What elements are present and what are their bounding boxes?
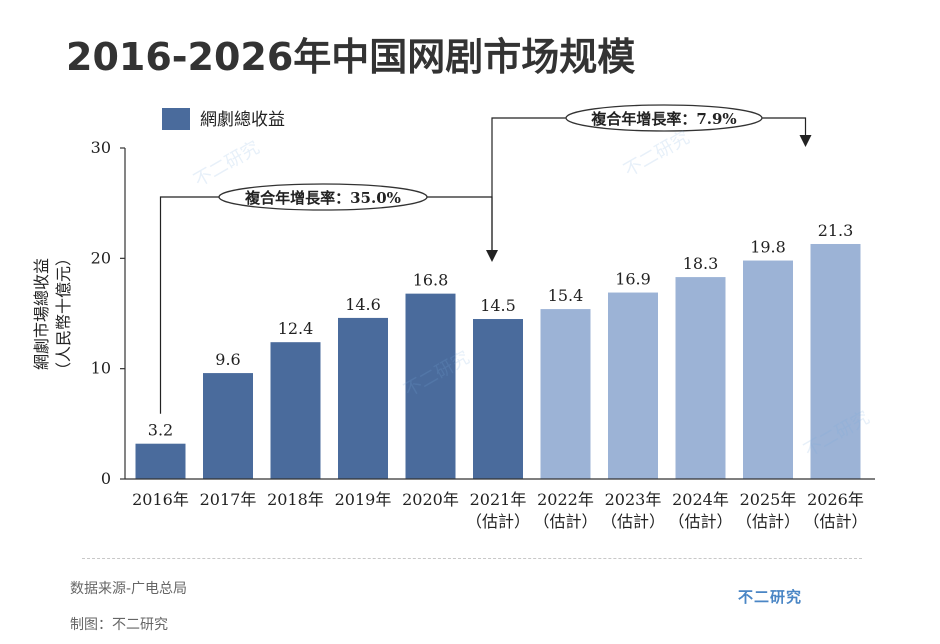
y-tick-label: 0 <box>101 469 111 488</box>
bar-value-label: 19.8 <box>750 238 786 257</box>
x-tick-sublabel: （估計） <box>601 512 665 531</box>
chart: 0 10 20 30 3.2 2016年 9.6 2017年 12.4 2018年 14.6 201… <box>32 104 875 531</box>
arrow-head <box>799 135 812 147</box>
x-tick-sublabel: （估計） <box>736 512 800 531</box>
brand-logo: 不二研究 <box>738 588 803 606</box>
bar-value-label: 16.8 <box>413 271 449 290</box>
x-tick-label: 2026年 <box>807 490 864 509</box>
cagr-right-badge: 複合年增長率：7.9% <box>565 104 763 132</box>
cagr-right-line <box>491 117 807 250</box>
bar-value-label: 14.5 <box>480 296 516 315</box>
x-tick-label: 2021年 <box>470 490 527 509</box>
bar <box>203 373 253 479</box>
x-tick-label: 2016年 <box>132 490 189 509</box>
legend-label: 網劇總收益 <box>200 110 285 130</box>
x-tick-sublabel: （估計） <box>668 512 732 531</box>
bar-value-label: 3.2 <box>148 421 173 440</box>
bar-value-label: 9.6 <box>215 350 240 369</box>
x-tick-sublabel: （估計） <box>533 512 597 531</box>
y-axis-label-line1: 網劇市場總收益 <box>32 258 51 370</box>
bar <box>473 319 523 479</box>
labels: 3.2 2016年 9.6 2017年 12.4 2018年 14.6 2019年 16.8 20… <box>132 221 867 531</box>
x-tick-label: 2024年 <box>672 490 729 509</box>
bar-value-label: 18.3 <box>683 254 719 273</box>
bar-value-label: 14.6 <box>345 295 381 314</box>
bar <box>675 277 726 479</box>
cagr-left-label: 複合年增長率：35.0% <box>244 189 401 207</box>
x-tick-label: 2020年 <box>402 490 459 509</box>
bar-value-label: 16.9 <box>615 270 651 289</box>
x-tick-label: 2019年 <box>335 490 392 509</box>
bar <box>743 260 793 479</box>
bar-series <box>135 243 861 479</box>
y-axis-label-line2: （人民幣十億元） <box>54 250 73 378</box>
bar <box>608 292 658 479</box>
x-tick-label: 2023年 <box>605 490 662 509</box>
axes: 0 10 20 30 <box>91 138 875 488</box>
page-title: 2016-2026年中国网剧市场规模 <box>66 35 636 79</box>
chart-maker: 制图：不二研究 <box>70 617 168 633</box>
arrow-head <box>486 250 498 262</box>
bar <box>135 443 186 479</box>
bar <box>540 309 591 479</box>
bar <box>270 342 321 479</box>
legend: 網劇總收益 <box>162 108 285 130</box>
bar <box>810 243 861 479</box>
footer-divider <box>82 558 862 559</box>
x-tick-label: 2018年 <box>267 490 324 509</box>
x-tick-label: 2017年 <box>200 490 257 509</box>
y-tick-label: 10 <box>91 359 111 378</box>
x-tick-label: 2025年 <box>740 490 797 509</box>
bar-value-label: 12.4 <box>278 319 314 338</box>
bar-value-label: 21.3 <box>818 221 854 240</box>
cagr-left-badge: 複合年增長率：35.0% <box>218 183 428 211</box>
bar-value-label: 15.4 <box>548 286 584 305</box>
bar <box>405 293 456 479</box>
y-tick-label: 30 <box>91 138 111 157</box>
cagr-right-label: 複合年增長率：7.9% <box>590 110 736 128</box>
x-tick-sublabel: （估計） <box>803 512 867 531</box>
x-tick-sublabel: （估計） <box>466 512 530 531</box>
x-tick-label: 2022年 <box>537 490 594 509</box>
data-source: 数据来源-广电总局 <box>70 581 188 597</box>
bar <box>338 317 388 479</box>
legend-swatch <box>162 108 190 130</box>
y-tick-label: 20 <box>91 248 111 267</box>
